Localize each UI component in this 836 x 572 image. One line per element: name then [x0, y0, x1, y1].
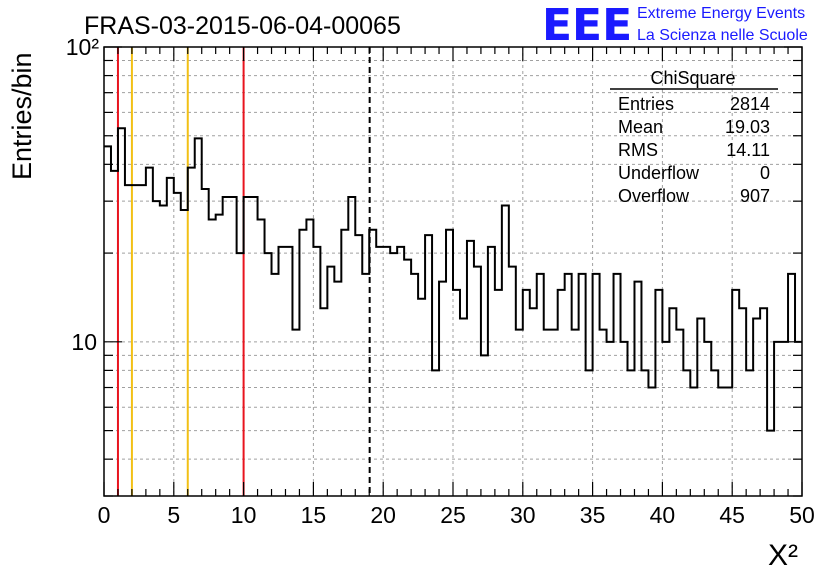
histogram-outline	[104, 127, 802, 432]
x-tick-label: 15	[301, 502, 327, 528]
axes: 0 5 10 15 20 25 30 35 40 45 50 10 10²	[66, 34, 815, 528]
histogram	[104, 127, 802, 432]
eee-logo: EEE Extreme Energy Events La Scienza nel…	[542, 0, 808, 51]
chart-title: FRAS-03-2015-06-04-00065	[84, 12, 401, 40]
x-tick-label: 0	[98, 502, 111, 528]
x-tick-label: 5	[167, 502, 180, 528]
y-tick-label: 10²	[66, 34, 100, 60]
eee-logo-line1: Extreme Energy Events	[637, 5, 805, 22]
eee-logo-mark: EEE	[542, 0, 632, 51]
grid-layer	[104, 47, 802, 496]
x-tick-label: 35	[580, 502, 606, 528]
stats-overflow-value: 907	[740, 186, 770, 206]
x-tick-label: 40	[650, 502, 676, 528]
stats-box: ChiSquare Entries 2814 Mean 19.03 RMS 14…	[610, 68, 778, 206]
x-tick-label: 50	[789, 502, 815, 528]
x-tick-label: 20	[370, 502, 396, 528]
y-axis-label: Entries/bin	[7, 52, 37, 180]
x-tick-label: 10	[231, 502, 257, 528]
eee-logo-line2: La Scienza nelle Scuole	[637, 27, 808, 44]
stats-underflow-label: Underflow	[618, 163, 700, 183]
stats-mean-value: 19.03	[725, 117, 770, 137]
x-tick-label: 25	[440, 502, 466, 528]
stats-mean-label: Mean	[618, 117, 663, 137]
x-axis-label: X²	[768, 539, 798, 572]
stats-title: ChiSquare	[650, 68, 735, 88]
stats-entries-label: Entries	[618, 94, 674, 114]
stats-entries-value: 2814	[730, 94, 770, 114]
stats-rms-value: 14.11	[726, 140, 770, 160]
x-tick-label: 30	[510, 502, 536, 528]
x-tick-label: 45	[719, 502, 745, 528]
stats-underflow-value: 0	[760, 163, 770, 183]
y-tick-label: 10	[71, 329, 97, 355]
stats-overflow-label: Overflow	[618, 186, 690, 206]
reference-lines	[116, 47, 371, 496]
stats-rms-label: RMS	[618, 140, 658, 160]
